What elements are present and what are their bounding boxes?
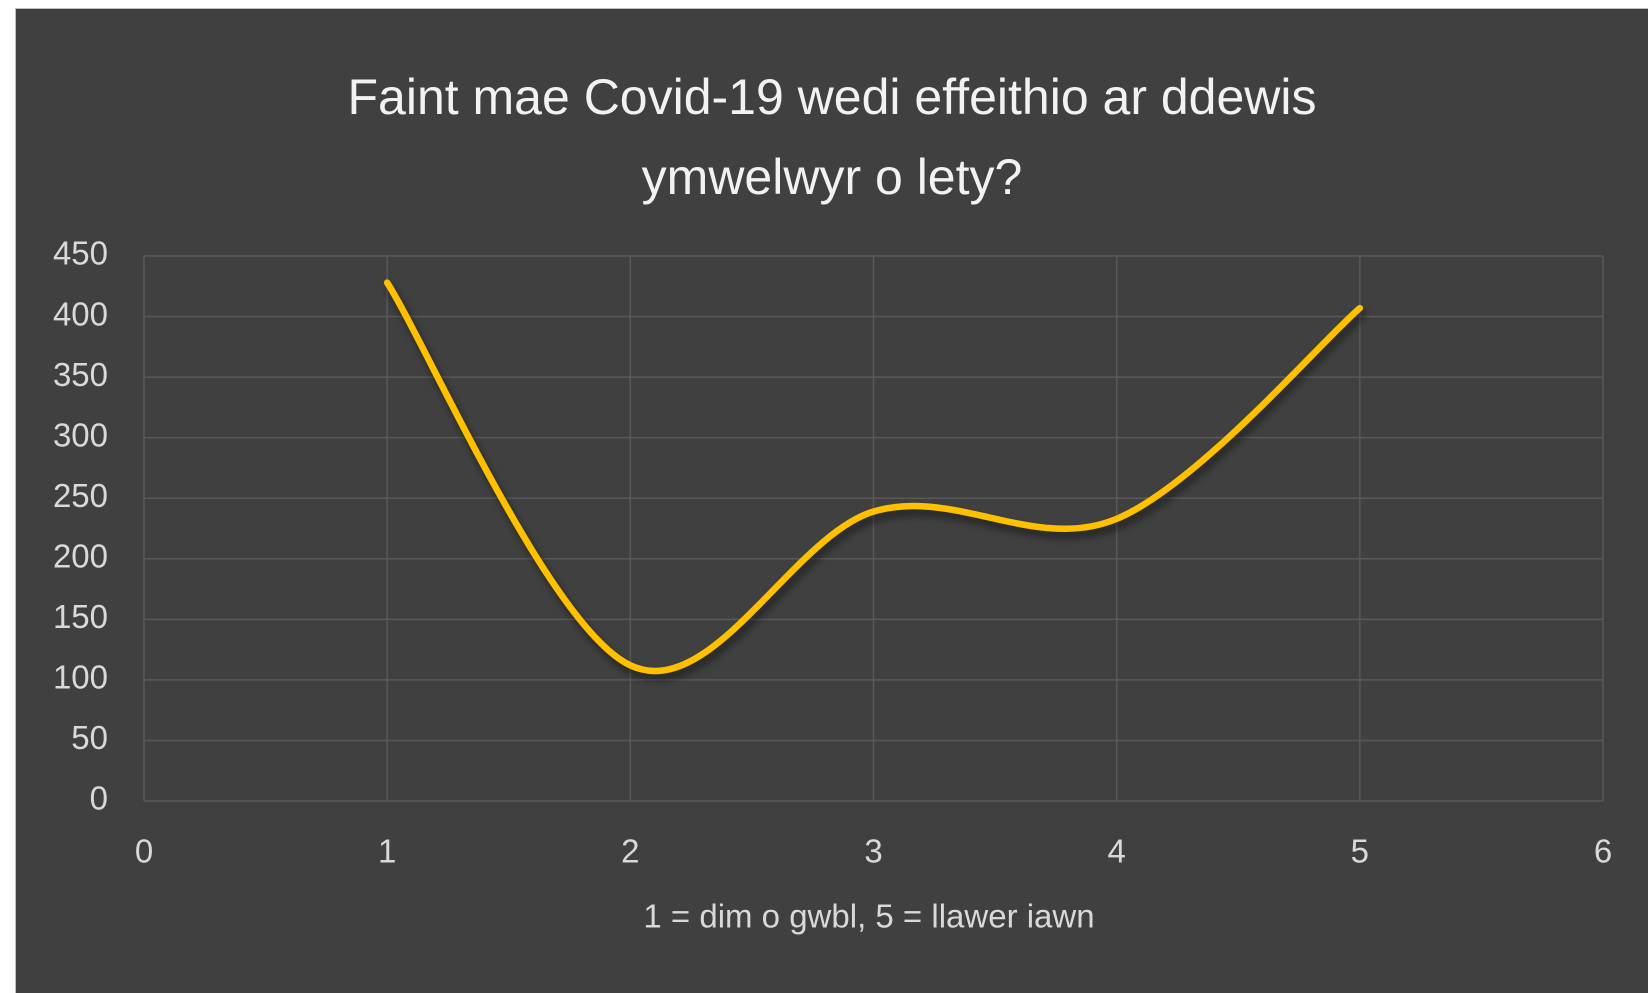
x-tick-label: 4 <box>1107 833 1125 870</box>
chart-title: Faint mae Covid-19 wedi effeithio ar dde… <box>347 69 1317 205</box>
x-tick-label: 2 <box>621 833 639 870</box>
y-tick-label: 200 <box>53 537 108 574</box>
x-tick-label: 3 <box>864 833 882 870</box>
chart-area: Faint mae Covid-19 wedi effeithio ar dde… <box>15 8 1648 993</box>
y-tick-label: 100 <box>53 659 108 696</box>
y-tick-label: 250 <box>53 477 108 514</box>
y-tick-label: 350 <box>53 356 108 393</box>
y-tick-label: 450 <box>53 235 108 272</box>
x-axis-label: 1 = dim o gwbl, 5 = llawer iawn <box>643 898 1094 935</box>
y-tick-label: 50 <box>71 719 108 756</box>
y-tick-label: 300 <box>53 416 108 453</box>
x-tick-label: 1 <box>378 833 396 870</box>
y-tick-label: 400 <box>53 295 108 332</box>
y-tick-label: 0 <box>90 780 108 817</box>
x-tick-label: 0 <box>135 833 153 870</box>
x-tick-label: 5 <box>1351 833 1369 870</box>
y-tick-label: 150 <box>53 598 108 635</box>
series-line <box>383 279 1364 675</box>
x-tick-label: 6 <box>1594 833 1612 870</box>
